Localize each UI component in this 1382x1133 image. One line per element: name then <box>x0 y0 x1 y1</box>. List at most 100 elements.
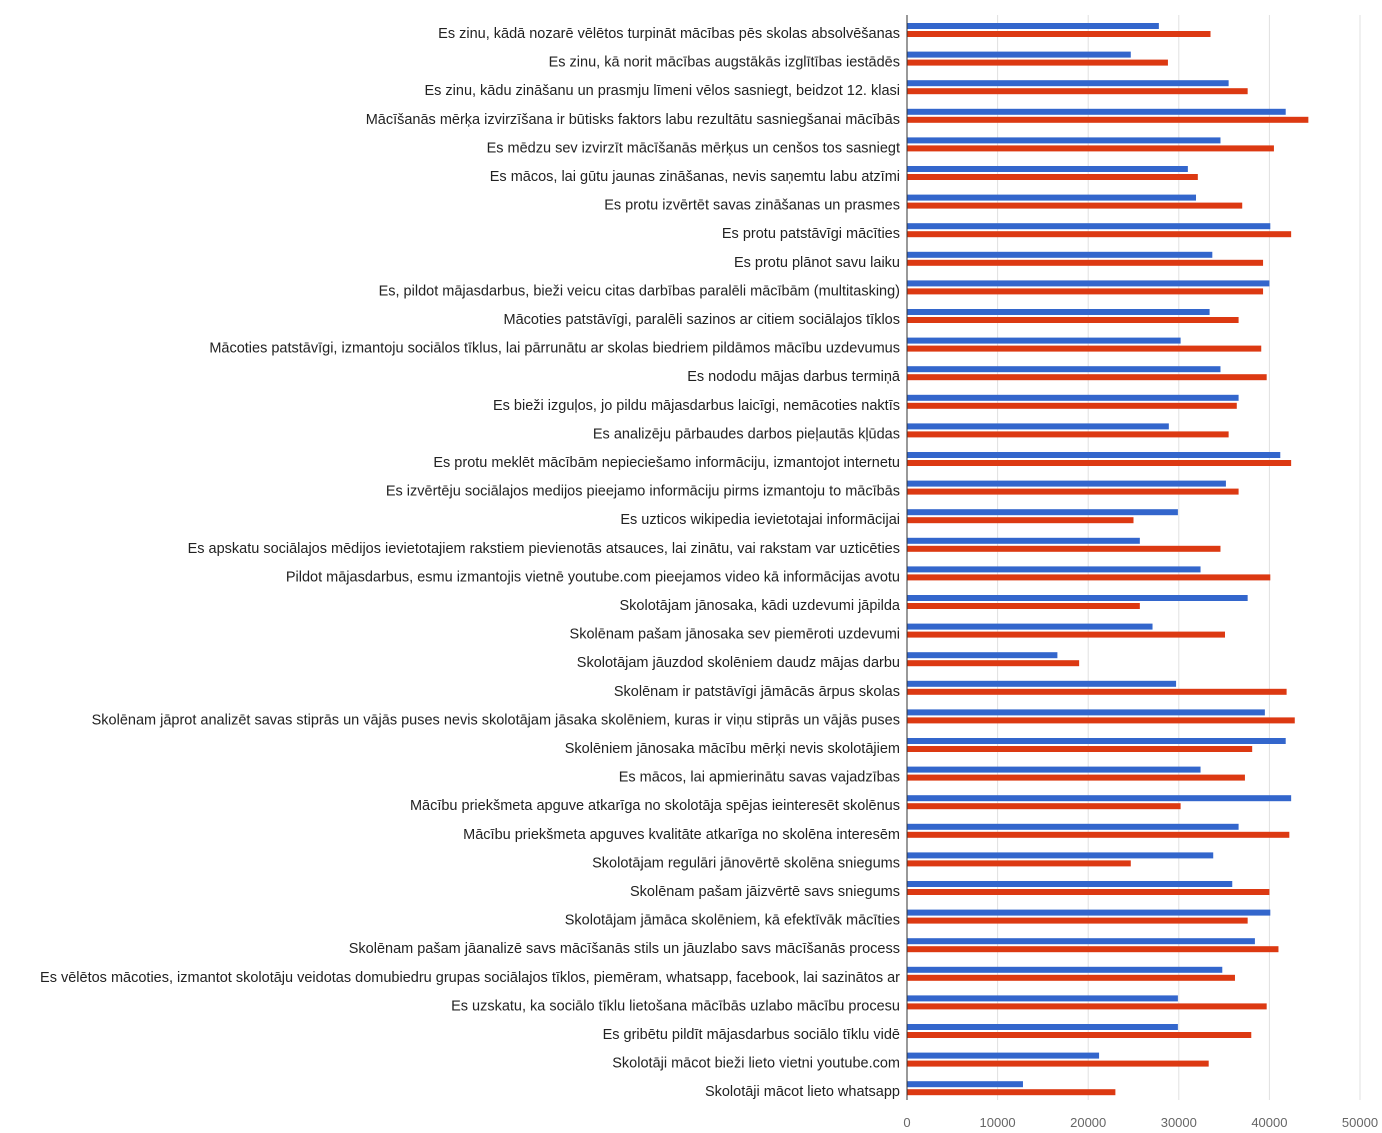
bar-series-1 <box>907 452 1281 458</box>
category-label: Es mācos, lai gūtu jaunas zināšanas, nev… <box>490 169 900 185</box>
bar-series-2 <box>907 917 1248 924</box>
bar-series-1 <box>907 337 1181 344</box>
category-label: Es nododu mājas darbus termiņā <box>687 369 901 385</box>
bar-series-2 <box>907 374 1267 381</box>
bar-series-1 <box>907 108 1286 115</box>
category-label: Pildot mājasdarbus, esmu izmantojis viet… <box>286 569 900 585</box>
bar-series-1 <box>907 480 1226 487</box>
category-label: Skolotāji mācot lieto whatsapp <box>705 1084 900 1100</box>
x-tick-label: 40000 <box>1251 1115 1287 1130</box>
category-label: Es izvērtēju sociālajos medijos pieejamo… <box>386 484 900 500</box>
bar-series-1 <box>907 623 1153 630</box>
category-label: Skolotājam jāuzdod skolēniem daudz mājas… <box>577 655 900 671</box>
category-label: Skolotājam jānosaka, kādi uzdevumi jāpil… <box>620 598 901 614</box>
x-tick-label: 0 <box>903 1115 910 1130</box>
category-label: Skolotājam regulāri jānovērtē skolēna sn… <box>592 855 900 871</box>
category-label: Skolēnam jāprot analizēt savas stiprās u… <box>92 712 900 728</box>
bar-series-1 <box>907 823 1239 830</box>
bar-series-2 <box>907 488 1239 495</box>
bar-series-2 <box>907 746 1253 752</box>
bar-series-1 <box>907 938 1255 945</box>
category-label: Es apskatu sociālajos mēdijos ievietotaj… <box>188 541 900 557</box>
category-label: Es zinu, kādu zināšanu un prasmju līmeni… <box>424 83 900 99</box>
bar-series-2 <box>907 231 1292 238</box>
bar-series-1 <box>907 366 1221 373</box>
category-label: Es uzticos wikipedia ievietotajai inform… <box>620 512 900 528</box>
bar-series-2 <box>907 460 1292 466</box>
bar-series-1 <box>907 1081 1023 1088</box>
category-label: Skolēnam ir patstāvīgi jāmācās ārpus sko… <box>614 684 900 700</box>
bar-series-1 <box>907 280 1270 287</box>
category-label: Es uzskatu, ka sociālo tīklu lietošana m… <box>451 998 900 1014</box>
x-tick-label: 10000 <box>980 1115 1016 1130</box>
bar-series-1 <box>907 652 1058 659</box>
bar-series-1 <box>907 251 1213 258</box>
category-label: Es, pildot mājasdarbus, bieži veicu cita… <box>379 283 900 299</box>
category-label: Es zinu, kā norit mācības augstākās izgl… <box>549 55 900 71</box>
bar-series-2 <box>907 1060 1209 1067</box>
category-label: Es protu plānot savu laiku <box>734 255 900 271</box>
bar-series-2 <box>907 59 1168 66</box>
bar-series-2 <box>907 889 1270 895</box>
category-label: Mācoties patstāvīgi, izmantoju sociālos … <box>209 341 900 357</box>
category-label: Skolēnam pašam jāanalizē savs mācīšanās … <box>349 941 900 957</box>
bar-series-2 <box>907 402 1237 409</box>
bar-series-1 <box>907 137 1221 144</box>
bar-series-2 <box>907 831 1290 838</box>
bar-series-1 <box>907 509 1178 516</box>
bar-series-1 <box>907 394 1239 401</box>
bar-series-1 <box>907 23 1159 29</box>
bar-series-1 <box>907 738 1286 744</box>
chart-bars <box>907 23 1309 1096</box>
bar-series-2 <box>907 688 1287 695</box>
x-tick-label: 30000 <box>1161 1115 1197 1130</box>
bar-series-1 <box>907 223 1271 230</box>
bar-series-1 <box>907 595 1248 601</box>
bar-series-2 <box>907 1032 1252 1038</box>
bar-series-1 <box>907 80 1229 87</box>
category-label: Es protu meklēt mācībām nepieciešamo inf… <box>433 455 900 471</box>
category-label: Mācību priekšmeta apguve atkarīga no sko… <box>410 798 900 814</box>
bar-series-2 <box>907 116 1309 123</box>
bar-series-2 <box>907 174 1198 180</box>
category-labels: Es zinu, kādā nozarē vēlētos turpināt mā… <box>40 26 901 1100</box>
bar-series-2 <box>907 1003 1267 1010</box>
bar-series-1 <box>907 51 1131 58</box>
bar-series-2 <box>907 345 1262 352</box>
category-label: Es vēlētos mācoties, izmantot skolotāju … <box>40 970 900 986</box>
bar-series-2 <box>907 774 1245 781</box>
category-label: Mācīšanās mērķa izvirzīšana ir būtisks f… <box>366 112 900 128</box>
bar-series-2 <box>907 145 1274 152</box>
bar-series-2 <box>907 517 1134 524</box>
bar-series-1 <box>907 852 1214 859</box>
bar-series-1 <box>907 766 1201 773</box>
bar-series-2 <box>907 946 1279 953</box>
bar-series-2 <box>907 317 1239 323</box>
bar-series-1 <box>907 680 1177 687</box>
category-label: Skolotāji mācot bieži lieto vietni youtu… <box>612 1056 900 1072</box>
category-label: Es mācos, lai apmierinātu savas vajadzīb… <box>619 770 900 786</box>
bar-series-1 <box>907 309 1210 315</box>
bar-series-2 <box>907 974 1235 981</box>
category-label: Skolotājam jāmāca skolēniem, kā efektīvā… <box>565 913 900 929</box>
x-tick-label: 20000 <box>1070 1115 1106 1130</box>
bar-series-1 <box>907 995 1178 1002</box>
category-label: Es analizēju pārbaudes darbos pieļautās … <box>593 426 900 442</box>
category-label: Es mēdzu sev izvirzīt mācīšanās mērķus u… <box>487 140 900 156</box>
bar-series-2 <box>907 31 1211 37</box>
bar-series-2 <box>907 803 1181 810</box>
bar-series-2 <box>907 860 1131 867</box>
bar-series-1 <box>907 1024 1178 1030</box>
category-label: Es zinu, kādā nozarē vēlētos turpināt mā… <box>438 26 900 42</box>
category-label: Skolēnam pašam jānosaka sev piemēroti uz… <box>570 627 900 643</box>
bar-series-2 <box>907 1089 1116 1096</box>
category-label: Es protu patstāvīgi mācīties <box>722 226 900 242</box>
category-label: Es bieži izguļos, jo pildu mājasdarbus l… <box>493 398 900 414</box>
bar-series-2 <box>907 631 1226 638</box>
bar-series-2 <box>907 288 1264 295</box>
bar-series-1 <box>907 709 1265 716</box>
bar-series-2 <box>907 603 1140 609</box>
bar-series-2 <box>907 88 1248 95</box>
bar-series-2 <box>907 660 1080 667</box>
bar-series-2 <box>907 574 1271 581</box>
